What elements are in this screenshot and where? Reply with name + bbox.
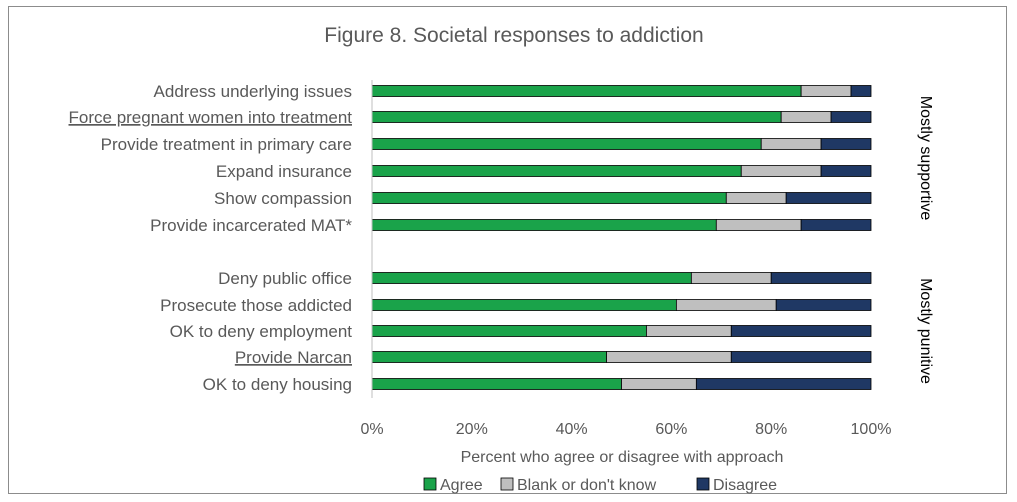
bar-blank-or-don-t-know-ok-to-deny-employment xyxy=(646,325,732,337)
bar-agree-force-pregnant-women-into-treatment xyxy=(371,111,782,123)
bars-group xyxy=(371,85,872,390)
bar-blank-or-don-t-know-ok-to-deny-housing xyxy=(621,378,697,390)
bar-disagree-expand-insurance xyxy=(820,165,872,177)
category-label-ok-to-deny-housing: OK to deny housing xyxy=(203,375,352,394)
bar-blank-or-don-t-know-deny-public-office xyxy=(690,272,772,284)
bar-disagree-provide-narcan xyxy=(730,351,872,363)
legend-label-blank-or-don-t-know: Blank or don't know xyxy=(517,477,657,494)
x-tick-2: 40% xyxy=(556,421,588,438)
bar-disagree-provide-treatment-in-primary-care xyxy=(820,138,872,150)
bar-blank-or-don-t-know-expand-insurance xyxy=(740,165,822,177)
bar-agree-show-compassion xyxy=(371,192,727,204)
bar-agree-address-underlying-issues xyxy=(371,85,802,97)
x-axis-label: Percent who agree or disagree with appro… xyxy=(461,449,784,466)
bar-disagree-prosecute-those-addicted xyxy=(775,299,872,311)
category-label-ok-to-deny-employment: OK to deny employment xyxy=(170,322,353,341)
x-tick-4: 80% xyxy=(755,421,787,438)
bar-disagree-ok-to-deny-employment xyxy=(730,325,872,337)
category-label-show-compassion: Show compassion xyxy=(214,189,352,208)
group-labels: Mostly supportive Mostly punitive xyxy=(917,96,934,384)
category-label-prosecute-those-addicted: Prosecute those addicted xyxy=(160,296,352,315)
bar-blank-or-don-t-know-prosecute-those-addicted xyxy=(675,299,777,311)
bar-agree-provide-incarcerated-mat xyxy=(371,219,717,231)
bar-agree-provide-treatment-in-primary-care xyxy=(371,138,762,150)
x-tick-0: 0% xyxy=(360,421,383,438)
legend-label-disagree: Disagree xyxy=(713,477,777,494)
bar-disagree-provide-incarcerated-mat xyxy=(800,219,872,231)
group-label-mostly-punitive: Mostly punitive xyxy=(917,278,934,384)
bar-blank-or-don-t-know-provide-treatment-in-primary-care xyxy=(760,138,822,150)
bar-blank-or-don-t-know-address-underlying-issues xyxy=(800,85,852,97)
category-label-force-pregnant-women-into-treatment: Force pregnant women into treatment xyxy=(69,108,353,127)
bar-blank-or-don-t-know-provide-narcan xyxy=(606,351,732,363)
category-label-expand-insurance: Expand insurance xyxy=(216,162,352,181)
bar-agree-prosecute-those-addicted xyxy=(371,299,677,311)
bar-disagree-deny-public-office xyxy=(770,272,872,284)
chart-title: Figure 8. Societal responses to addictio… xyxy=(324,24,703,47)
bar-agree-expand-insurance xyxy=(371,165,742,177)
category-labels: Address underlying issues Force pregnant … xyxy=(69,82,353,394)
legend-swatch-agree xyxy=(423,477,437,491)
bar-disagree-address-underlying-issues xyxy=(850,85,872,97)
group-label-mostly-supportive: Mostly supportive xyxy=(917,96,934,221)
bar-blank-or-don-t-know-force-pregnant-women-into-treatment xyxy=(780,111,832,123)
bar-disagree-force-pregnant-women-into-treatment xyxy=(830,111,872,123)
bar-agree-provide-narcan xyxy=(371,351,607,363)
bar-agree-deny-public-office xyxy=(371,272,692,284)
bar-blank-or-don-t-know-provide-incarcerated-mat xyxy=(715,219,802,231)
category-label-provide-treatment-in-primary-care: Provide treatment in primary care xyxy=(101,135,352,154)
x-tick-1: 20% xyxy=(456,421,488,438)
x-tick-labels: 0% 20% 40% 60% 80% 100% xyxy=(360,421,891,438)
bar-disagree-ok-to-deny-housing xyxy=(695,378,872,390)
category-label-deny-public-office: Deny public office xyxy=(218,269,352,288)
bar-disagree-show-compassion xyxy=(785,192,872,204)
legend-swatch-blank-or-don-t-know xyxy=(500,477,514,491)
bar-agree-ok-to-deny-employment xyxy=(371,325,647,337)
bar-agree-ok-to-deny-housing xyxy=(371,378,622,390)
legend: Agree Blank or don't know Disagree xyxy=(423,477,777,494)
legend-label-agree: Agree xyxy=(440,477,483,494)
bar-blank-or-don-t-know-show-compassion xyxy=(725,192,787,204)
x-tick-3: 60% xyxy=(655,421,687,438)
legend-swatch-disagree xyxy=(696,477,710,491)
category-label-provide-narcan: Provide Narcan xyxy=(235,348,352,367)
category-label-address-underlying-issues: Address underlying issues xyxy=(154,82,352,101)
category-label-provide-incarcerated-mat: Provide incarcerated MAT* xyxy=(150,216,352,235)
x-tick-5: 100% xyxy=(851,421,892,438)
